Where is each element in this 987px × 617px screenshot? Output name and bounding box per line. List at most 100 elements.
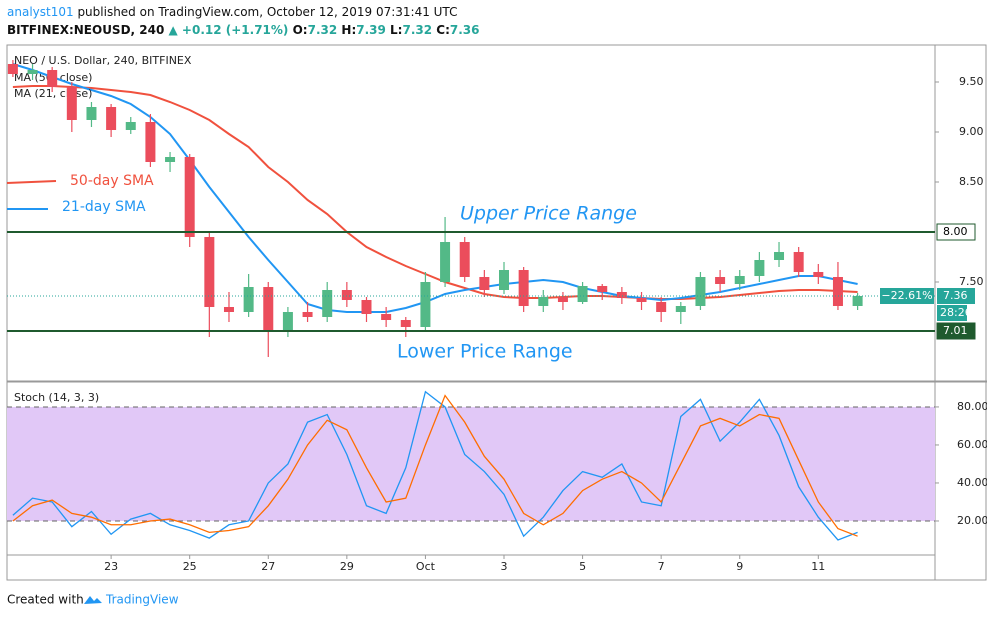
footer-brand[interactable]: TradingView (105, 593, 179, 607)
ohlc-label: O: (288, 23, 307, 37)
candle-body (263, 287, 274, 332)
countdown-tag (937, 305, 967, 321)
ohlc-label: H: (337, 23, 356, 37)
moving-average (12, 85, 858, 300)
tv-logo (84, 596, 102, 604)
x-tick-label: 3 (501, 560, 508, 573)
candle-body (282, 312, 293, 332)
stoch-line (12, 394, 858, 537)
up-arrow: ▲ (164, 23, 182, 37)
candle-body (577, 286, 588, 302)
candle-body (852, 296, 863, 306)
symbol: BITFINEX:NEOUSD, 240 (7, 23, 164, 37)
ohlc-label: L: (386, 23, 403, 37)
countdown: 28:26 (940, 306, 972, 319)
stoch-title: Stoch (14, 3, 3) (14, 391, 99, 404)
x-tick-label: Oct (416, 560, 436, 573)
candle-body (774, 252, 785, 260)
price-tag (937, 288, 975, 304)
candle-body (243, 287, 254, 312)
y-tick-label: 9.50 (959, 75, 984, 88)
stoch-band (7, 406, 935, 521)
publish-line: analyst101 published on TradingView.com,… (7, 5, 457, 19)
level-tag (936, 322, 976, 340)
legend-entry: MA (21, close) (14, 87, 92, 100)
x-tick-label: 9 (736, 560, 743, 573)
ohlc-value: 7.32 (308, 23, 338, 37)
level-label: 8.00 (943, 225, 968, 238)
published: published on TradingView.com, October 12… (77, 5, 457, 19)
candle-body (832, 277, 843, 306)
candle-body (695, 277, 706, 306)
candle-body (184, 157, 195, 237)
candle-body (204, 237, 215, 307)
candle-body (341, 290, 352, 300)
candle-body (813, 272, 824, 277)
x-tick-label: 11 (811, 560, 825, 573)
candle-body (322, 290, 333, 317)
annotation: 50-day SMA (70, 173, 154, 189)
candle-body (557, 297, 568, 302)
candle-body (400, 320, 411, 327)
x-tick-label: 29 (340, 560, 354, 573)
x-tick-label: 27 (261, 560, 275, 573)
candle-body (754, 260, 765, 276)
y-tick-label: 8.50 (959, 175, 984, 188)
candle-body (793, 252, 804, 272)
y-tick-label: 80.00 (957, 400, 987, 413)
candle-body (223, 307, 234, 312)
candle-body (479, 277, 490, 290)
annotation: Lower Price Range (397, 341, 573, 363)
annotation: 21-day SMA (62, 199, 146, 215)
level-label: 7.01 (943, 324, 968, 337)
ohlc-value: 7.32 (402, 23, 432, 37)
y-tick-label: 20.00 (957, 514, 987, 527)
y-tick-label: 40.00 (957, 476, 987, 489)
ohlc-label: C: (432, 23, 450, 37)
candle-body (616, 292, 627, 298)
candle-body (499, 270, 510, 290)
x-tick-label: 5 (579, 560, 586, 573)
candle-body (656, 302, 667, 312)
candle-body (597, 286, 608, 292)
candle-body (302, 312, 313, 317)
candle-body (381, 314, 392, 320)
candle-body (145, 122, 156, 162)
candle-body (165, 157, 176, 162)
candle-body (636, 298, 647, 302)
annotation-key (6, 180, 57, 184)
candle-body (47, 70, 58, 87)
stoch-line (12, 390, 858, 541)
frame (6, 44, 987, 581)
candle-body (66, 87, 77, 120)
candle-body (734, 276, 745, 284)
author[interactable]: analyst101 (7, 5, 74, 19)
x-tick-label: 25 (183, 560, 197, 573)
change-label: −22.61% (881, 289, 932, 302)
y-tick-label: 7.50 (959, 275, 984, 288)
candle-body (715, 277, 726, 284)
candle-body (440, 242, 451, 282)
x-tick-label: 7 (658, 560, 665, 573)
y-tick-label: 60.00 (957, 438, 987, 451)
x-tick-label: 23 (104, 560, 118, 573)
moving-average (12, 63, 858, 313)
ohlc-value: 7.36 (450, 23, 480, 37)
change-tag (880, 288, 934, 304)
footer-created: Created with (7, 593, 84, 607)
candle-body (361, 300, 372, 314)
change: +0.12 (+1.71%) (182, 23, 289, 37)
candle-body (86, 107, 97, 120)
level-tag (936, 223, 976, 241)
candle-body (27, 70, 38, 74)
candle-body (125, 122, 136, 130)
candle-body (459, 242, 470, 277)
ohlc-value: 7.39 (356, 23, 386, 37)
candle-body (7, 64, 18, 74)
candle-body (675, 306, 686, 312)
candle-body (518, 270, 529, 306)
price-label: 7.36 (943, 289, 968, 302)
